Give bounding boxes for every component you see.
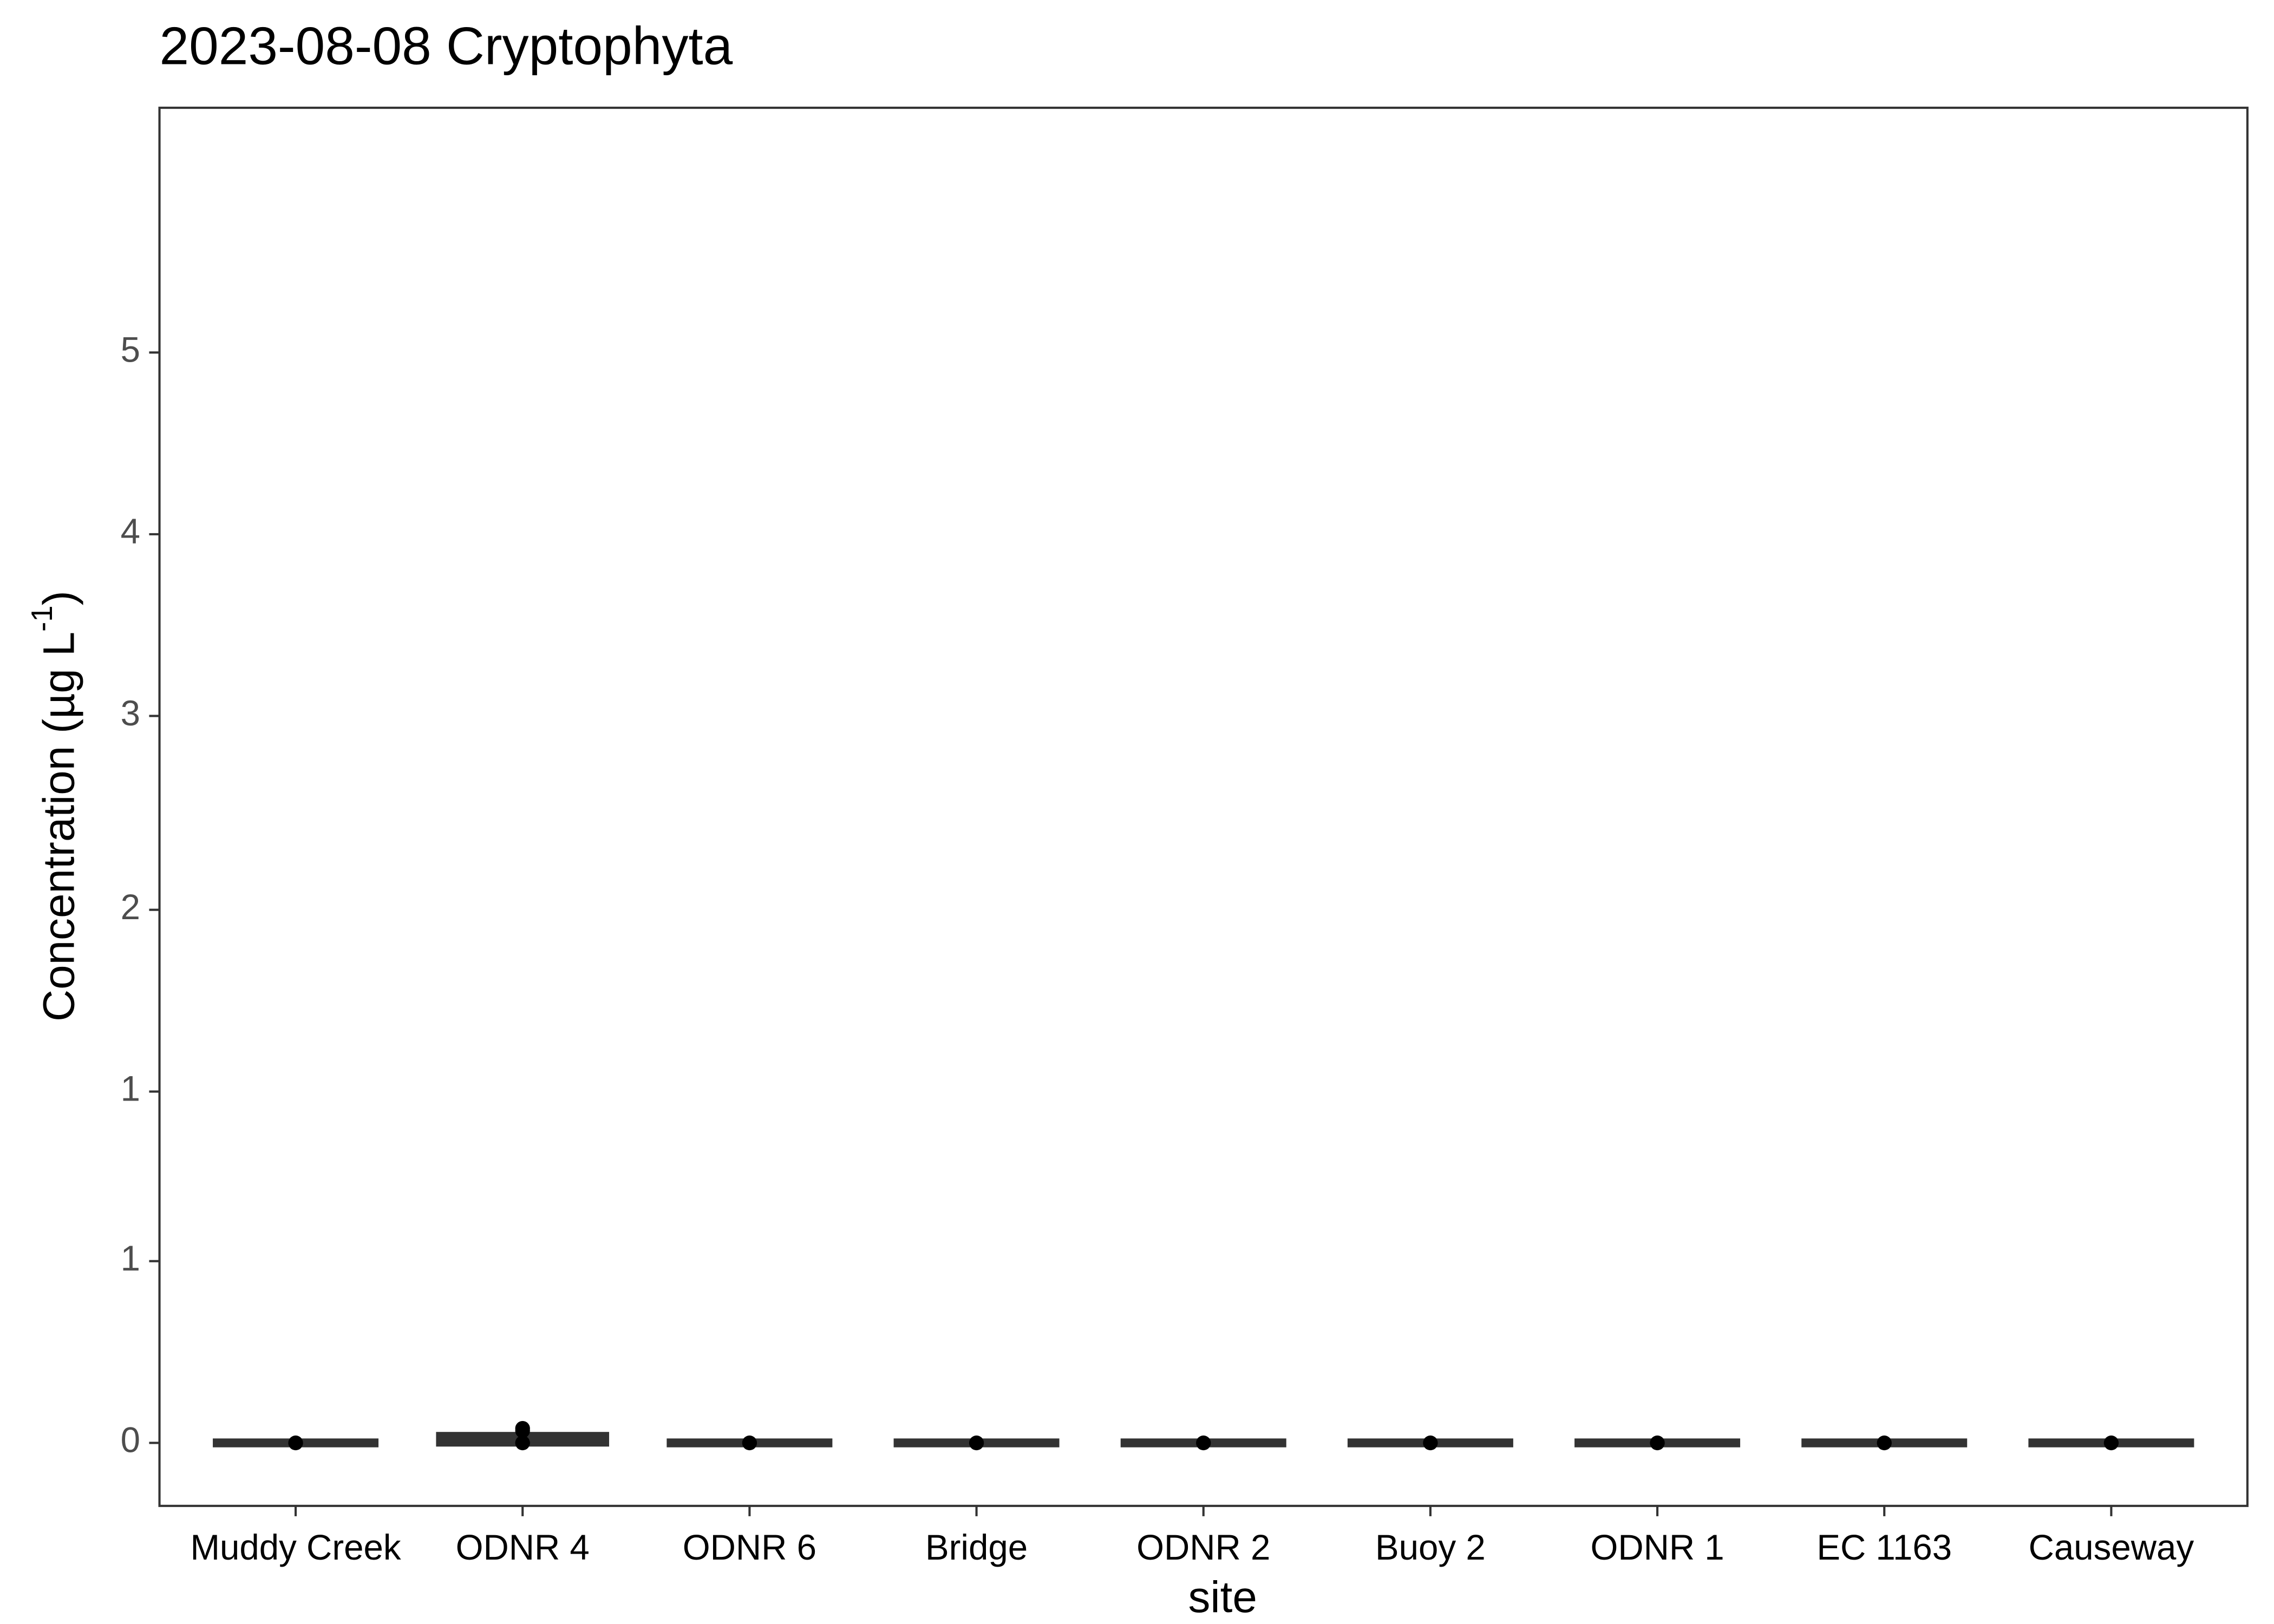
y-axis-label: Concentration (µg L-1) bbox=[25, 591, 83, 1021]
x-tick-label: ODNR 4 bbox=[456, 1528, 590, 1567]
y-tick-label: 1 bbox=[121, 1069, 140, 1109]
y-tick-label: 1 bbox=[121, 1239, 140, 1278]
point bbox=[288, 1435, 303, 1451]
point bbox=[969, 1435, 984, 1451]
point bbox=[515, 1423, 530, 1438]
point bbox=[1650, 1435, 1665, 1451]
point bbox=[2103, 1435, 2119, 1451]
y-tick-label: 5 bbox=[121, 330, 140, 369]
y-tick-label: 3 bbox=[121, 693, 140, 733]
y-tick-label: 2 bbox=[121, 887, 140, 927]
x-tick-label: ODNR 6 bbox=[683, 1528, 816, 1567]
point bbox=[1196, 1435, 1211, 1451]
point bbox=[515, 1435, 530, 1451]
x-tick-label: ODNR 2 bbox=[1136, 1528, 1270, 1567]
x-tick-label: Bridge bbox=[925, 1528, 1028, 1567]
point bbox=[1423, 1435, 1438, 1451]
x-tick-label: ODNR 1 bbox=[1590, 1528, 1724, 1567]
y-axis-label-main: Concentration (µg L bbox=[34, 632, 83, 1021]
point bbox=[742, 1435, 757, 1451]
y-tick-label: 4 bbox=[121, 512, 140, 551]
plot-panel bbox=[158, 107, 2249, 1507]
x-axis-label: site bbox=[1188, 1573, 1257, 1622]
x-tick-label: EC 1163 bbox=[1816, 1528, 1952, 1567]
chart-title: 2023-08-08 Cryptophyta bbox=[160, 16, 733, 76]
y-tick-label: 0 bbox=[121, 1420, 140, 1460]
x-tick-label: Buoy 2 bbox=[1375, 1528, 1486, 1567]
y-axis-label-end: ) bbox=[34, 591, 83, 605]
x-tick-label: Causeway bbox=[2029, 1528, 2194, 1567]
point bbox=[1877, 1435, 1892, 1451]
y-axis-label-sup: -1 bbox=[25, 605, 58, 632]
x-tick-label: Muddy Creek bbox=[190, 1528, 401, 1567]
